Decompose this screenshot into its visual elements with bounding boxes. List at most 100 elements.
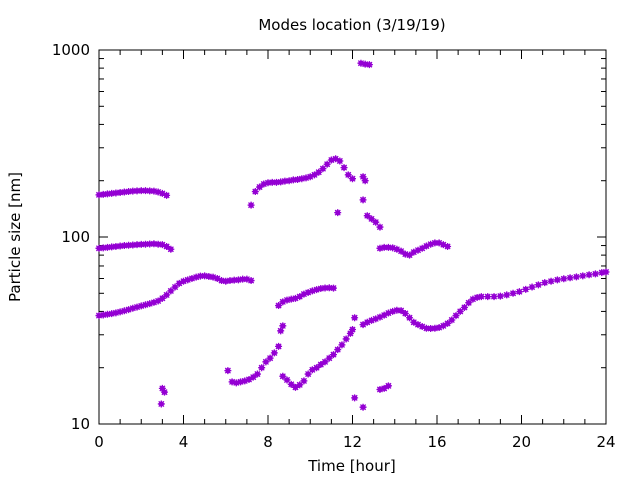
data-point [262, 358, 270, 366]
data-point [99, 244, 107, 252]
data-point [365, 61, 373, 69]
x-tick-labels: 0 4 8 12 16 20 24 [94, 433, 615, 451]
data-point [129, 241, 137, 249]
chart-title: Modes location (3/19/19) [258, 16, 445, 34]
data-point [591, 270, 599, 278]
data-point [393, 306, 401, 314]
data-point [515, 288, 523, 296]
data-point [553, 276, 561, 284]
data-point [112, 242, 120, 250]
data-point [154, 240, 162, 248]
data-point [291, 383, 299, 391]
data-point [560, 275, 568, 283]
data-point [317, 361, 325, 369]
data-point [103, 190, 111, 198]
data-point [359, 321, 367, 329]
data-point [384, 243, 392, 251]
data-point [329, 351, 337, 359]
data-point [108, 189, 116, 197]
data-point [338, 341, 346, 349]
data-point [363, 212, 371, 220]
data-point [146, 240, 154, 248]
data-point [579, 272, 587, 280]
data-point [154, 297, 162, 305]
data-point [598, 269, 606, 277]
data-point [300, 377, 308, 385]
data-point [334, 346, 342, 354]
data-point [351, 394, 359, 402]
data-point [361, 60, 369, 68]
data-point [167, 245, 175, 253]
data-point [566, 274, 574, 282]
data-point [460, 303, 468, 311]
data-point [141, 187, 149, 195]
data-point [585, 271, 593, 279]
data-point [133, 187, 141, 195]
data-point [249, 373, 257, 381]
axis-ticks [98, 49, 607, 425]
data-point [349, 326, 356, 334]
data-point [444, 242, 452, 250]
data-point [213, 274, 221, 282]
data-point [321, 284, 329, 292]
data-point [95, 244, 103, 252]
data-point [245, 375, 253, 383]
data-point [279, 372, 287, 380]
data-point [167, 287, 175, 295]
data-point [359, 196, 367, 204]
data-point [281, 177, 289, 185]
data-point [340, 164, 348, 172]
data-point [323, 160, 331, 168]
data-point [133, 241, 141, 249]
data-point [317, 285, 325, 293]
data-point [406, 314, 414, 322]
data-point [380, 243, 388, 251]
data-point [116, 242, 124, 250]
data-point [380, 384, 388, 392]
data-point [163, 242, 171, 250]
data-point [496, 292, 504, 300]
data-point [344, 171, 352, 179]
data-point [541, 279, 549, 287]
data-point [163, 291, 171, 299]
data-point [310, 171, 318, 179]
data-point [157, 400, 165, 408]
data-point [103, 243, 111, 251]
data-point [266, 354, 274, 362]
data-point [332, 155, 340, 163]
data-point [256, 183, 264, 191]
data-point [522, 285, 530, 293]
data-point [230, 276, 238, 284]
y-tick-label: 100 [61, 228, 90, 246]
data-point [376, 223, 384, 231]
data-point [448, 316, 456, 324]
data-point [95, 191, 103, 199]
data-point [224, 367, 232, 375]
data-point [439, 322, 447, 330]
data-point [108, 243, 116, 251]
data-point [384, 382, 392, 390]
x-tick-label: 12 [343, 433, 362, 451]
data-point [296, 293, 304, 301]
data-point [95, 312, 103, 320]
data-point [137, 240, 145, 248]
data-point [289, 176, 297, 184]
data-point [431, 239, 439, 247]
data-point [247, 277, 255, 285]
data-point [397, 307, 405, 315]
data-point [287, 380, 295, 388]
data-point [342, 335, 350, 343]
data-point [171, 283, 179, 291]
data-point [418, 244, 426, 252]
data-point [321, 358, 329, 366]
data-point [103, 310, 111, 318]
data-point [196, 272, 204, 280]
data-point [116, 188, 124, 196]
y-tick-labels: 10 100 1000 [52, 41, 90, 433]
data-point [336, 157, 344, 165]
x-tick-label: 16 [427, 433, 446, 451]
data-point [452, 312, 460, 320]
data-point [534, 281, 542, 289]
data-point [308, 366, 316, 374]
